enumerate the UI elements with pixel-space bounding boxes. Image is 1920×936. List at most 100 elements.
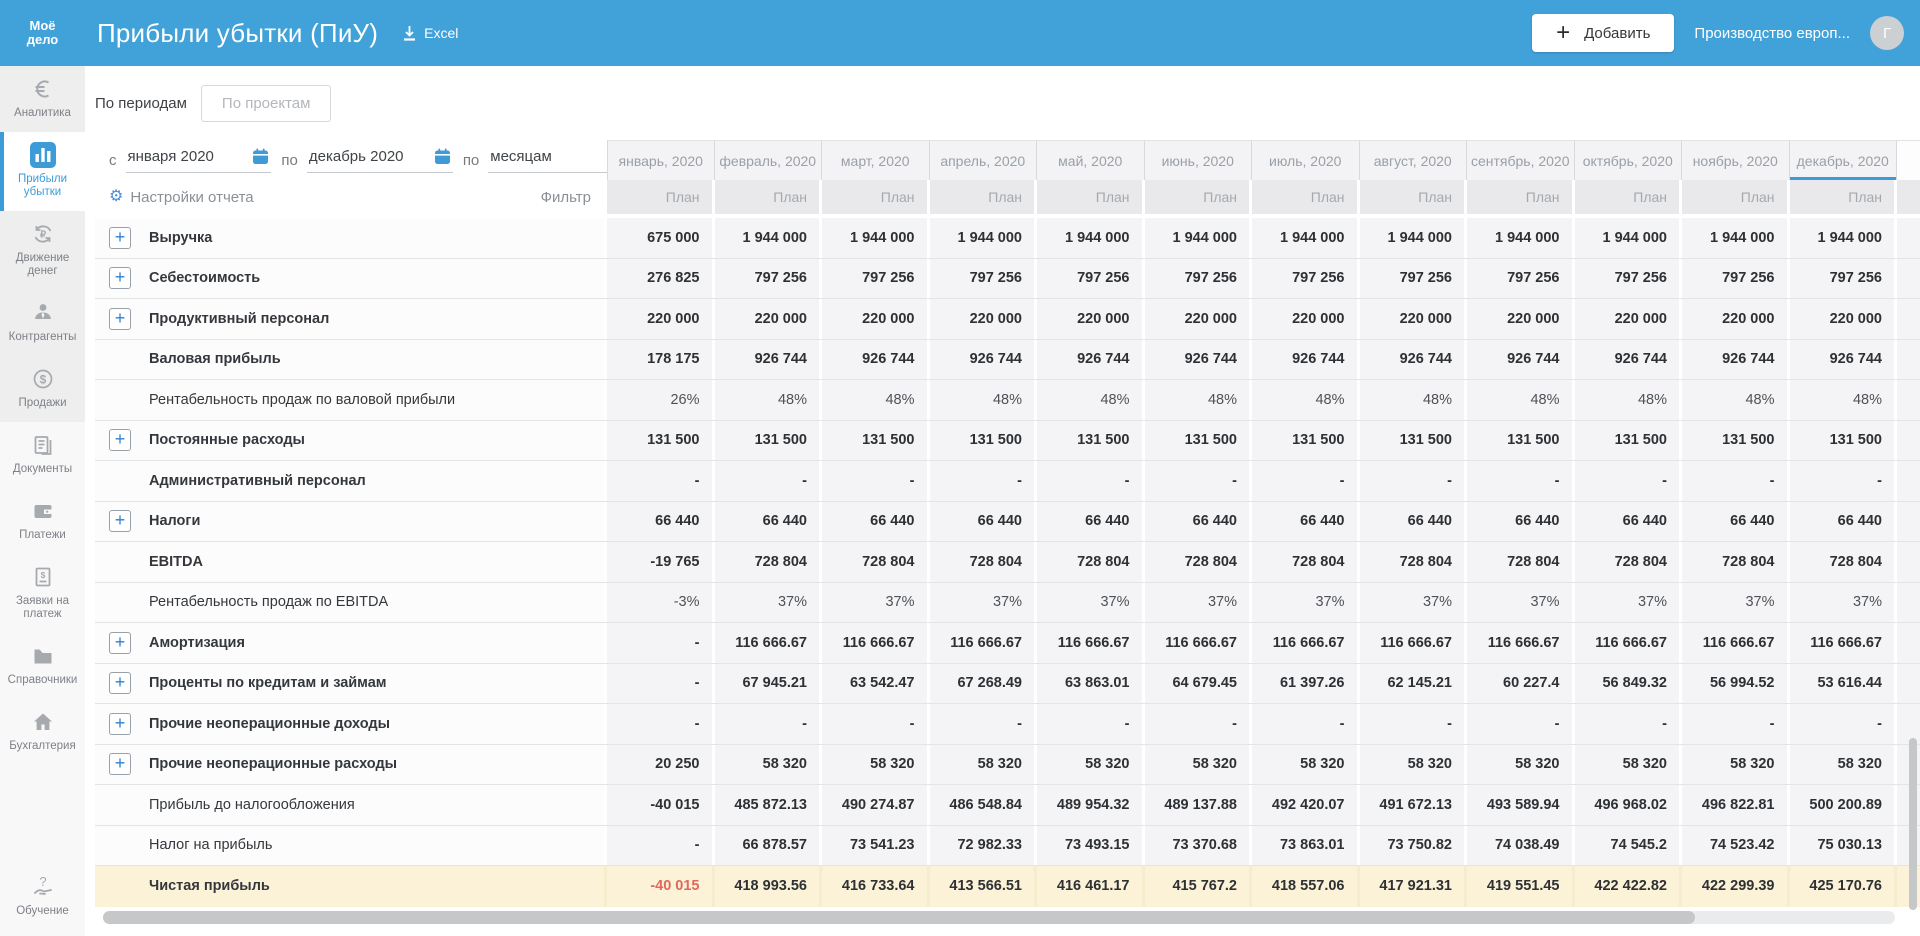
excel-export-button[interactable]: Excel: [402, 25, 458, 41]
page-title: Прибыли убытки (ПиУ): [97, 17, 379, 48]
table-cell: 66 440: [1467, 501, 1575, 541]
table-row-loan-interest: + Проценты по кредитам и займам -67 945.21…: [95, 663, 1920, 704]
table-cell: 48%: [1359, 380, 1467, 420]
table-cell: -: [714, 461, 822, 501]
table-cell: 75 030.13: [1789, 825, 1897, 865]
table-cell: 131 500: [1467, 420, 1575, 460]
table-cell: 417 921.31: [1359, 866, 1467, 907]
month-column-header[interactable]: октябрь, 2020: [1574, 140, 1682, 180]
table-cell: 926 744: [1789, 339, 1897, 379]
plan-cells: План План План План План План План План План План…: [607, 180, 1897, 214]
tab-by-periods[interactable]: По периодам: [95, 94, 187, 112]
row-label-cell: + Постоянные расходы: [95, 420, 607, 460]
tab-by-projects[interactable]: По проектам: [200, 84, 332, 122]
expand-icon[interactable]: +: [109, 712, 131, 735]
expand-icon[interactable]: +: [109, 307, 131, 330]
table-cell: -: [1144, 461, 1252, 501]
expand-icon[interactable]: +: [109, 672, 131, 695]
month-column-cut: [1897, 140, 1920, 180]
table-row-gross-profit: Валовая прибыль 178 175 926 744 926 744 926 …: [95, 339, 1920, 380]
sidebar-item-cash-flow[interactable]: ₽ Движение денег: [0, 211, 85, 290]
table-cell: 37%: [1252, 582, 1360, 622]
table-cell: 728 804: [1144, 542, 1252, 582]
sidebar-item-label: Аналитика: [14, 107, 71, 119]
month-column-header[interactable]: май, 2020: [1037, 140, 1145, 180]
sidebar-item-education[interactable]: ? Обучение: [0, 864, 85, 930]
month-column-header[interactable]: апрель, 2020: [929, 140, 1037, 180]
month-column-header[interactable]: ноябрь, 2020: [1682, 140, 1790, 180]
row-label-cell: + Прочие неоперационные доходы: [95, 704, 607, 744]
expand-icon[interactable]: +: [109, 753, 131, 776]
table-cell: 797 256: [929, 258, 1037, 298]
expand-icon[interactable]: +: [109, 226, 131, 249]
table-cell-cut: [1897, 542, 1920, 582]
vertical-scrollbar-thumb[interactable]: [1909, 738, 1917, 910]
row-label: EBITDA: [149, 553, 203, 570]
row-label-cell: Административный персонал: [95, 461, 607, 501]
table-cell: 48%: [1037, 380, 1145, 420]
horizontal-scrollbar-track[interactable]: [103, 911, 1895, 924]
row-label: Налог на прибыль: [149, 837, 273, 854]
horizontal-scrollbar-thumb[interactable]: [103, 911, 1695, 924]
filter-link[interactable]: Фильтр: [540, 188, 591, 206]
table-cell: 728 804: [1574, 542, 1682, 582]
table-cell: 425 170.76: [1789, 866, 1897, 907]
sidebar-item-references[interactable]: Справочники: [0, 633, 85, 699]
date-from-field[interactable]: января 2020: [125, 148, 272, 173]
sidebar-item-documents[interactable]: Документы: [0, 422, 85, 488]
sidebar-item-analytics[interactable]: Аналитика: [0, 66, 85, 132]
date-to-field[interactable]: декабрь 2020: [306, 148, 453, 173]
table-row-ebitda: EBITDA -19 765 728 804 728 804 728 804 728 80…: [95, 542, 1920, 583]
table-cell: 485 872.13: [714, 785, 822, 825]
table-cell: 131 500: [1789, 420, 1897, 460]
sidebar-item-accounting[interactable]: Бухгалтерия: [0, 699, 85, 765]
table-cell: 728 804: [1467, 542, 1575, 582]
table-cell: 500 200.89: [1789, 785, 1897, 825]
plan-subheader-row: ⚙ Настройки отчета Фильтр План План План Пл…: [95, 180, 1920, 218]
table-cell: -: [822, 704, 930, 744]
table-cell: 66 440: [1574, 501, 1682, 541]
sidebar-item-sales[interactable]: $ Продажи: [0, 356, 85, 422]
report-settings-button[interactable]: ⚙ Настройки отчета: [109, 189, 254, 206]
group-by-select[interactable]: месяцам: [488, 148, 607, 173]
sidebar-item-label: Прибыли убытки: [17, 173, 68, 198]
month-column-header[interactable]: июнь, 2020: [1144, 140, 1252, 180]
table-cell: 797 256: [822, 258, 930, 298]
month-column-header[interactable]: август, 2020: [1359, 140, 1467, 180]
table-cell-cut: [1897, 339, 1920, 379]
table-cell: -19 765: [607, 542, 715, 582]
table-cell: 416 733.64: [822, 866, 930, 907]
avatar[interactable]: Г: [1870, 16, 1904, 50]
month-column-header[interactable]: март, 2020: [822, 140, 930, 180]
sidebar-item-payments[interactable]: Платежи: [0, 488, 85, 554]
table-cell: 116 666.67: [1252, 623, 1360, 663]
expand-icon[interactable]: +: [109, 429, 131, 452]
expand-icon[interactable]: +: [109, 510, 131, 533]
expand-icon[interactable]: +: [109, 631, 131, 654]
expand-icon[interactable]: +: [109, 267, 131, 290]
plan-subheader: План: [822, 180, 930, 214]
table-cell: 26%: [607, 380, 715, 420]
sidebar-item-payment-requests[interactable]: $ Заявки на платеж: [0, 554, 85, 633]
month-columns: январь, 2020 февраль, 2020 март, 2020 апрел…: [607, 140, 1897, 180]
sidebar-item-label: Бухгалтерия: [9, 740, 76, 752]
table-cell: -: [607, 461, 715, 501]
month-column-header[interactable]: февраль, 2020: [714, 140, 822, 180]
table-cell: 797 256: [1789, 258, 1897, 298]
month-column-header[interactable]: июль, 2020: [1252, 140, 1360, 180]
table-cell: 66 440: [607, 501, 715, 541]
company-name[interactable]: Производство европ...: [1694, 24, 1850, 42]
table-cell: 63 863.01: [1037, 663, 1145, 703]
row-label: Прибыль до налогообложения: [149, 796, 355, 813]
sidebar-item-contractors[interactable]: Контрагенты: [0, 290, 85, 356]
table-cell: 58 320: [1682, 744, 1790, 784]
month-column-header[interactable]: сентябрь, 2020: [1467, 140, 1575, 180]
app-logo[interactable]: Моё дело: [0, 19, 85, 47]
table-cell-cut: [1897, 380, 1920, 420]
month-column-header[interactable]: январь, 2020: [607, 140, 715, 180]
sidebar-item-profit-loss[interactable]: Прибыли убытки: [0, 132, 85, 211]
table-cell: 220 000: [929, 299, 1037, 339]
table-cell: 64 679.45: [1144, 663, 1252, 703]
add-button[interactable]: + Добавить: [1532, 14, 1675, 52]
month-column-header[interactable]: декабрь, 2020: [1789, 140, 1897, 180]
